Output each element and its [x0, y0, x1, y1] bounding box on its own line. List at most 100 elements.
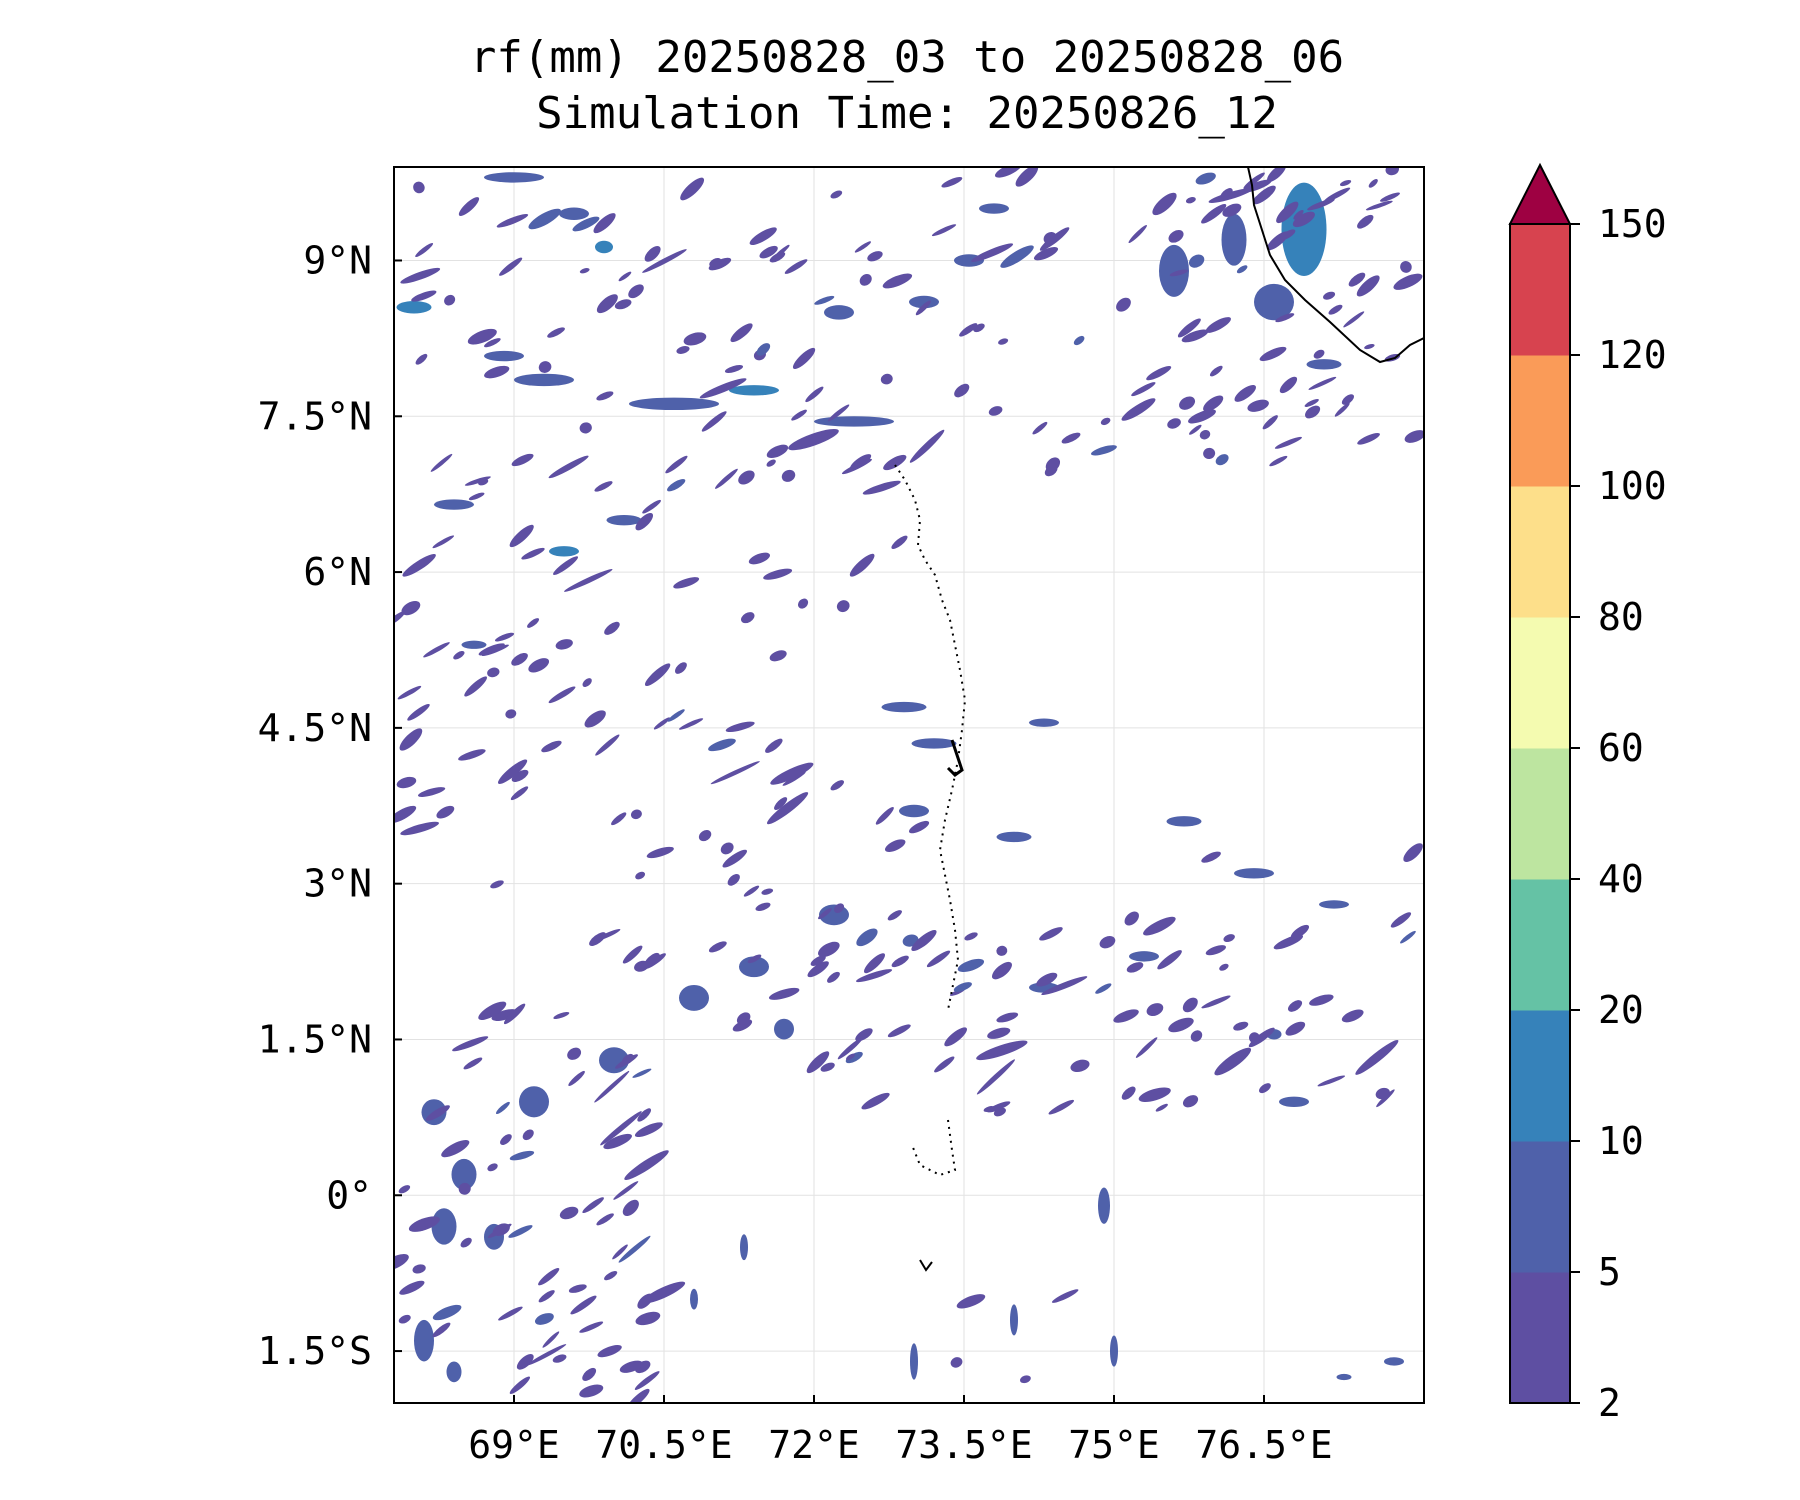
- rain-cell: [464, 676, 488, 697]
- rain-cell: [1203, 395, 1224, 412]
- rain-cell: [1341, 1009, 1364, 1023]
- colorbar-tick-label: 80: [1598, 595, 1644, 639]
- rain-cell: [748, 552, 770, 565]
- rain-cell: [1328, 304, 1343, 315]
- rain-cell: [909, 429, 945, 463]
- rain-cell: [680, 177, 705, 201]
- rain-patch: [1319, 900, 1349, 909]
- rain-cell: [798, 598, 809, 609]
- rain-cell: [774, 797, 788, 811]
- rain-cell: [991, 961, 1012, 980]
- colorbar-band: [1510, 486, 1570, 618]
- rain-patch: [996, 831, 1032, 843]
- rain-cell: [644, 952, 660, 969]
- rain-cell: [1404, 430, 1424, 443]
- rain-cell: [500, 1134, 512, 1145]
- rain-cell: [594, 1070, 630, 1103]
- rain-cell: [667, 709, 685, 722]
- rain-cell: [632, 1068, 652, 1078]
- rain-cell: [555, 639, 573, 650]
- rain-cell: [730, 323, 753, 343]
- rain-cell: [509, 524, 534, 548]
- rain-cell: [634, 1122, 663, 1138]
- rain-patch: [979, 203, 1009, 214]
- rain-cell: [1177, 318, 1201, 338]
- rain-cell: [1051, 1289, 1079, 1303]
- rain-cell: [995, 167, 1022, 178]
- rain-cell: [582, 1197, 604, 1214]
- rain-cell: [708, 738, 736, 752]
- rain-cell: [665, 455, 688, 474]
- rain-cell: [1223, 934, 1235, 943]
- rain-cell: [1168, 229, 1184, 243]
- rain-cell: [1116, 297, 1131, 312]
- rain-cell: [1189, 424, 1202, 435]
- rain-cell: [542, 1331, 560, 1348]
- rain-cell: [806, 1051, 830, 1074]
- rain-cell: [749, 227, 777, 246]
- rain-cell: [820, 1062, 835, 1072]
- rain-cell: [553, 556, 579, 575]
- rain-cell: [568, 1284, 587, 1293]
- rain-cell: [1249, 1032, 1261, 1044]
- rain-cell: [584, 710, 606, 728]
- rain-cell: [644, 663, 671, 687]
- male-atoll: [946, 739, 964, 777]
- rain-cell: [1234, 384, 1256, 402]
- rain-cell: [538, 361, 552, 373]
- rain-cell: [490, 880, 504, 889]
- y-tick-label: 1.5°N: [258, 1017, 372, 1061]
- rain-cell: [1033, 247, 1059, 261]
- rain-patch: [431, 1208, 457, 1245]
- rain-cell: [1121, 1086, 1136, 1100]
- rain-cell: [436, 805, 455, 819]
- rain-cell: [766, 459, 776, 467]
- rain-cell: [1233, 1021, 1249, 1031]
- rain-cell: [1288, 1000, 1303, 1012]
- rain-cell: [891, 955, 909, 968]
- rain-patch: [434, 499, 474, 510]
- rain-cell: [1201, 204, 1227, 224]
- rain-cell: [552, 1354, 567, 1363]
- rain-cell: [759, 245, 778, 259]
- colorbar-tick-label: 40: [1598, 857, 1644, 901]
- rain-cell: [830, 190, 843, 199]
- rain-cell: [954, 383, 970, 398]
- rain-cell: [722, 849, 748, 868]
- rain-cell: [458, 749, 486, 761]
- rain-cell: [432, 1304, 462, 1321]
- rain-cell: [971, 243, 1014, 262]
- rain-cell: [484, 365, 510, 379]
- rain-patch: [629, 397, 719, 411]
- map-title-line2: Simulation Time: 20250826_12: [536, 88, 1278, 139]
- rain-cell: [463, 1057, 483, 1070]
- rain-cell: [880, 373, 893, 385]
- rain-cell: [1100, 417, 1111, 426]
- rain-cell: [1061, 432, 1081, 444]
- rain-cell: [642, 249, 687, 273]
- rain-cell: [1143, 916, 1176, 936]
- rain-patch: [1279, 1096, 1309, 1107]
- rain-cell: [1181, 329, 1209, 343]
- rain-cell: [619, 1360, 643, 1373]
- rain-cell: [1201, 995, 1231, 1009]
- rain-patch: [1221, 213, 1247, 266]
- rain-patch: [451, 1158, 477, 1191]
- rain-cell: [931, 224, 957, 237]
- rain-cell: [458, 1182, 471, 1195]
- rain-cell: [1138, 1087, 1171, 1102]
- rain-patch: [899, 804, 929, 818]
- rain-cell: [1403, 843, 1423, 863]
- rain-cell: [1179, 396, 1196, 410]
- y-axis-ticks: 9°N 7.5°N 6°N 4.5°N 3°N 1.5°N 0° 1.5°S: [258, 238, 402, 1373]
- rain-cell: [618, 1235, 651, 1263]
- rain-cell: [402, 554, 436, 577]
- rain-cell: [646, 846, 674, 859]
- rain-cell: [1365, 200, 1393, 211]
- rain-cell: [1070, 1059, 1090, 1073]
- rain-cell: [495, 1101, 510, 1115]
- rain-cell: [1124, 911, 1139, 926]
- rain-cell: [399, 1280, 425, 1295]
- rain-patch: [729, 385, 779, 396]
